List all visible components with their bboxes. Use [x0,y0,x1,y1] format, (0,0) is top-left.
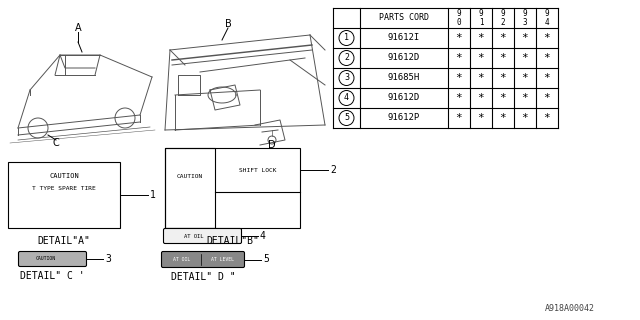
Bar [165,148,300,228]
Text: *: * [543,93,550,103]
Text: B: B [225,19,232,29]
Text: *: * [500,53,506,63]
Text: *: * [522,33,529,43]
Text: 91685H: 91685H [388,74,420,83]
Text: 1: 1 [344,34,349,43]
Text: *: * [477,33,484,43]
Text: PARTS CORD: PARTS CORD [379,13,429,22]
Text: 2: 2 [344,53,349,62]
Text: *: * [500,113,506,123]
Text: 2: 2 [330,165,336,175]
Bar [8,162,120,228]
Text: DETAIL"B": DETAIL"B" [206,236,259,246]
Text: 91612I: 91612I [388,34,420,43]
Text: *: * [456,53,462,63]
Text: 9
4: 9 4 [545,9,549,27]
Text: T TYPE SPARE TIRE: T TYPE SPARE TIRE [32,186,96,190]
Text: 5: 5 [263,254,269,265]
Text: A: A [75,23,81,33]
Text: 91612D: 91612D [388,53,420,62]
Text: SHIFT LOCK: SHIFT LOCK [239,168,276,173]
Text: *: * [543,53,550,63]
Text: 3: 3 [105,254,111,264]
FancyBboxPatch shape [163,228,241,244]
FancyBboxPatch shape [19,252,86,267]
Text: 91612D: 91612D [388,93,420,102]
Text: AT OIL: AT OIL [184,234,204,238]
Text: *: * [522,113,529,123]
Text: *: * [456,113,462,123]
Text: DETAIL"A": DETAIL"A" [38,236,90,246]
Text: A918A00042: A918A00042 [545,304,595,313]
Text: *: * [456,73,462,83]
Text: AT OIL: AT OIL [173,257,190,262]
Text: C: C [52,138,60,148]
Text: 9
0: 9 0 [457,9,461,27]
Text: *: * [477,53,484,63]
Text: *: * [500,73,506,83]
Text: D: D [268,140,276,150]
Text: *: * [522,93,529,103]
Text: *: * [456,33,462,43]
Text: 9
1: 9 1 [479,9,483,27]
Text: *: * [477,113,484,123]
Text: 9
2: 9 2 [500,9,506,27]
Bar [165,148,215,228]
Text: *: * [522,73,529,83]
Text: *: * [543,73,550,83]
Text: 9
3: 9 3 [523,9,527,27]
Text: CAUTION: CAUTION [49,173,79,179]
Text: *: * [477,93,484,103]
Text: 5: 5 [344,114,349,123]
Text: DETAIL" C ': DETAIL" C ' [20,271,85,281]
Text: 91612P: 91612P [388,114,420,123]
Text: DETAIL" D ": DETAIL" D " [171,272,236,282]
Text: *: * [456,93,462,103]
Text: AT LEVEL: AT LEVEL [211,257,234,262]
Text: CAUTION: CAUTION [36,257,56,261]
FancyBboxPatch shape [161,252,244,268]
Text: 4: 4 [344,93,349,102]
Text: *: * [477,73,484,83]
Text: 1: 1 [150,190,156,200]
Text: *: * [543,33,550,43]
Text: *: * [522,53,529,63]
Text: *: * [500,33,506,43]
Text: 4: 4 [260,231,266,241]
Text: *: * [500,93,506,103]
Text: CAUTION: CAUTION [177,173,203,179]
Text: 3: 3 [344,74,349,83]
Text: *: * [543,113,550,123]
